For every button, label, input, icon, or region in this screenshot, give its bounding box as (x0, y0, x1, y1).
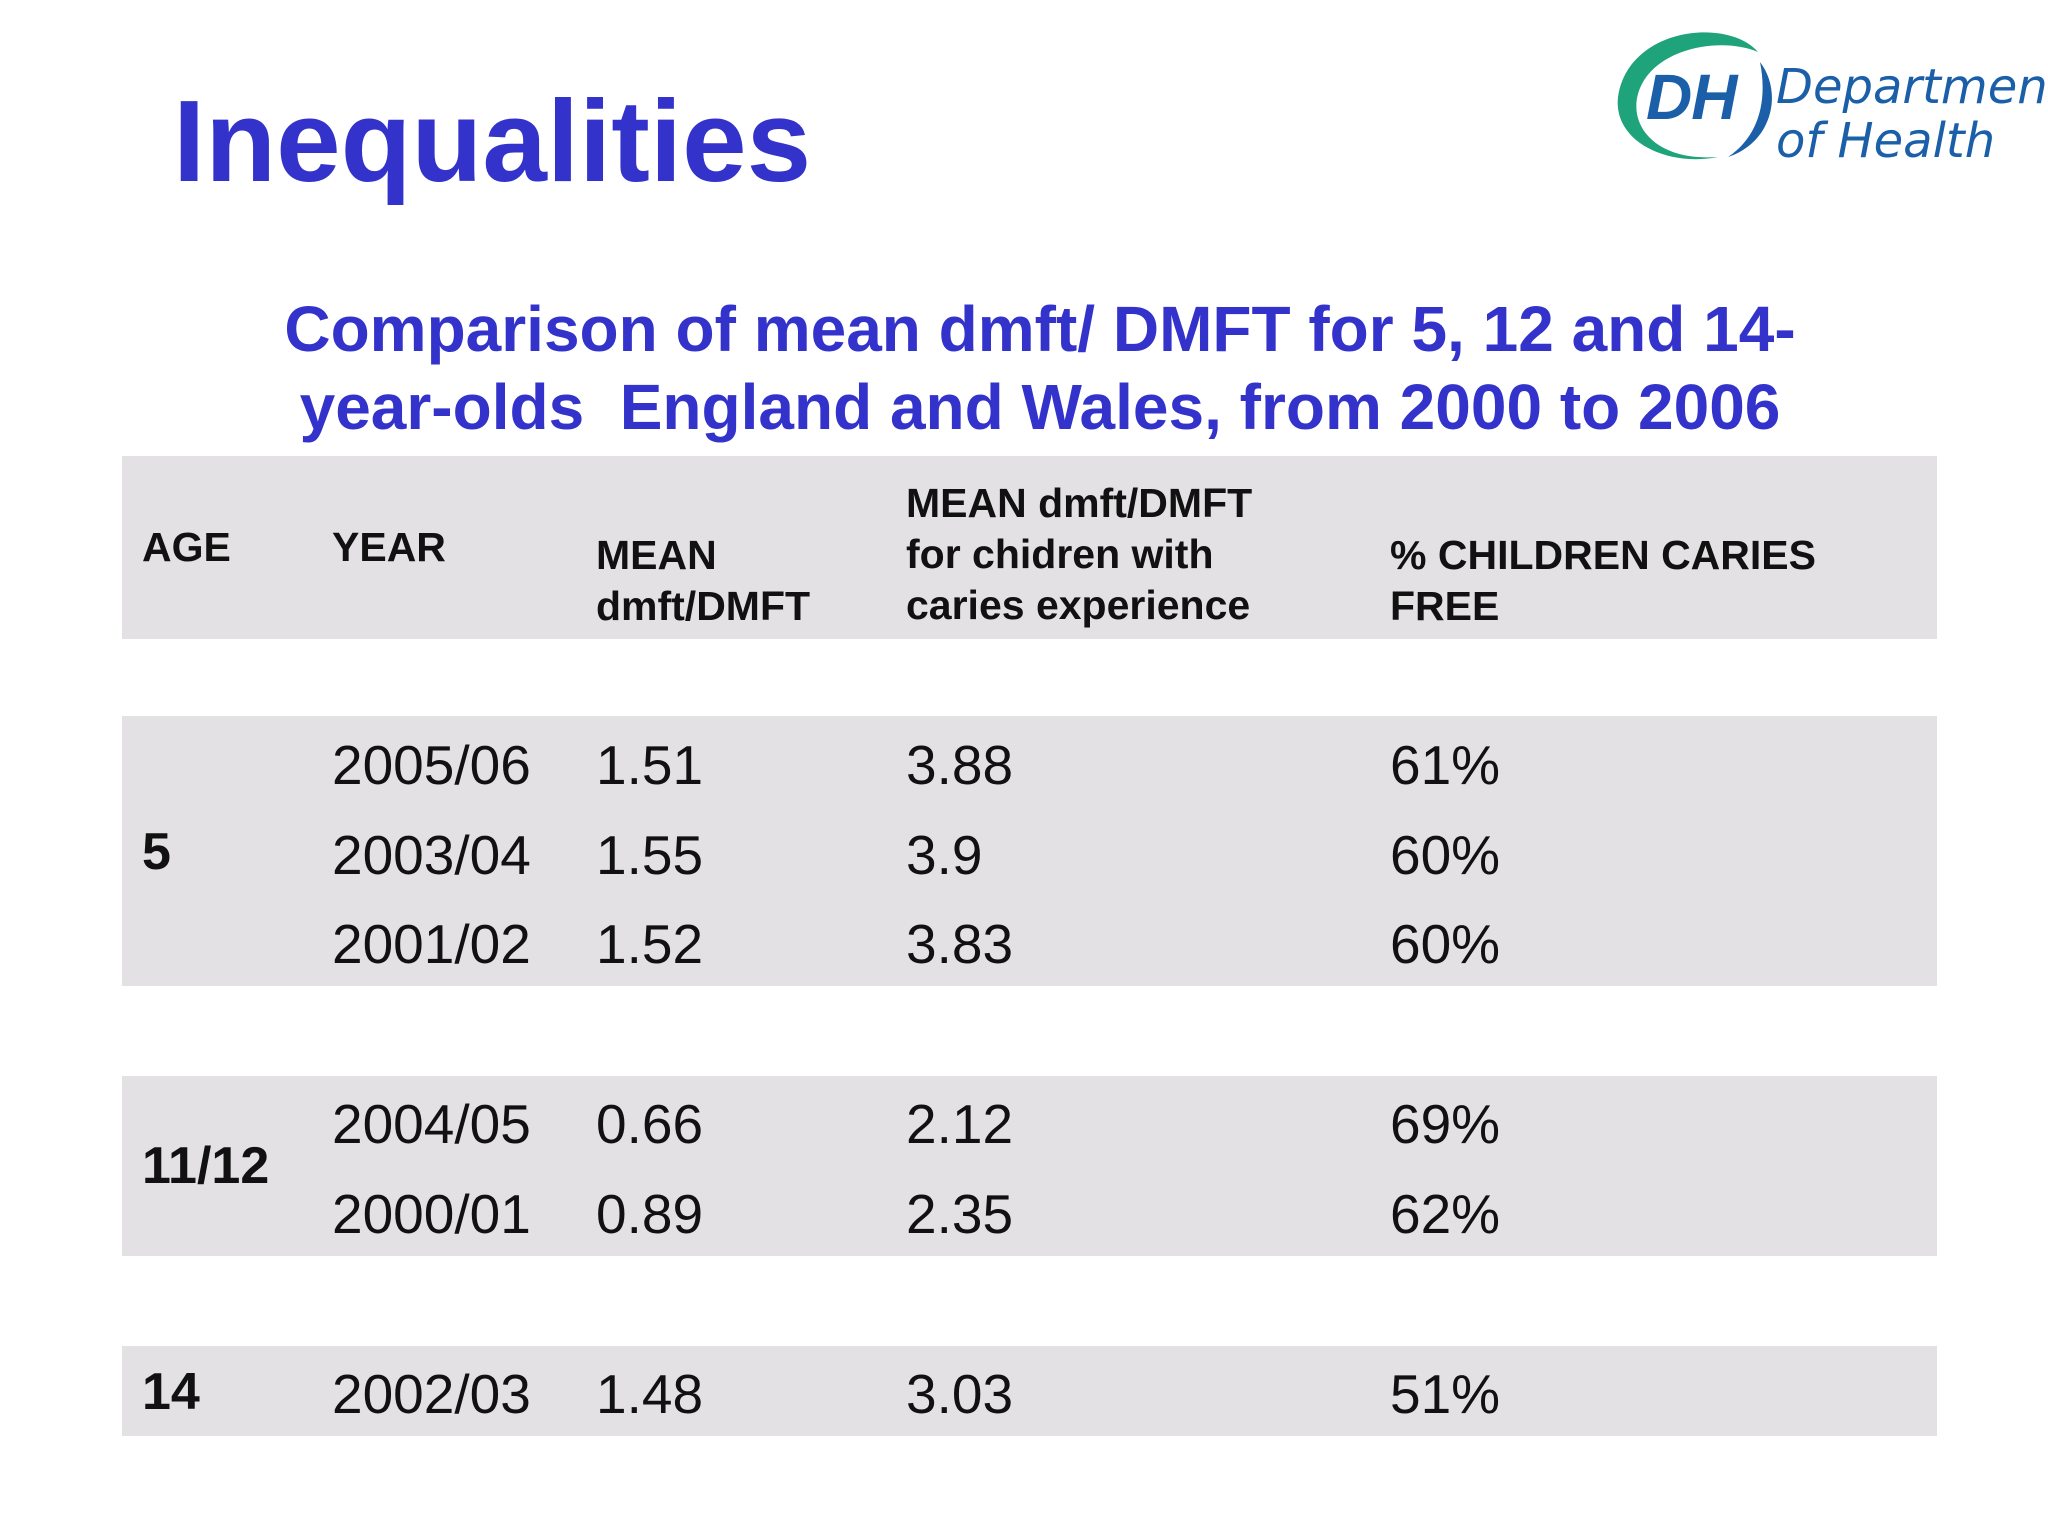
header-caries-free: % CHILDREN CARIES FREE (1390, 530, 1816, 632)
table-cell-caries: 3.9 (906, 824, 983, 886)
table-cell-caries: 3.03 (906, 1363, 1014, 1425)
group-age-label: 14 (142, 1363, 200, 1421)
table-cell-mean: 1.52 (596, 913, 704, 975)
table-cell-mean: 0.66 (596, 1093, 704, 1155)
group-age-label: 11/12 (142, 1137, 270, 1195)
table-cell-caries: 3.83 (906, 913, 1014, 975)
table-cell-free: 51% (1390, 1363, 1501, 1425)
table-cell-mean: 1.51 (596, 734, 704, 796)
header-free-line-2: FREE (1390, 583, 1500, 629)
logo-line-2: of Health (1776, 113, 1996, 169)
table-cell-free: 69% (1390, 1093, 1501, 1155)
header-free-line-1: % CHILDREN CARIES (1390, 532, 1816, 578)
header-mean-line-2: dmft/DMFT (596, 583, 811, 629)
table-group-age-5 (122, 716, 1937, 986)
header-age: AGE (142, 524, 231, 570)
table-cell-year: 2003/04 (332, 824, 531, 886)
header-caries-line-1: MEAN dmft/DMFT (906, 480, 1253, 526)
table-subtitle: Comparison of mean dmft/ DMFT for 5, 12 … (120, 290, 1960, 446)
table-cell-caries: 3.88 (906, 734, 1014, 796)
subtitle-line-1: Comparison of mean dmft/ DMFT for 5, 12 … (284, 293, 1796, 365)
header-mean: MEAN dmft/DMFT (596, 530, 810, 632)
table-cell-year: 2000/01 (332, 1183, 531, 1245)
table-cell-year: 2004/05 (332, 1093, 531, 1155)
logo-mark: DH (1646, 61, 1737, 133)
table-cell-free: 61% (1390, 734, 1501, 796)
logo-wordmark: Department of Health (1776, 60, 2048, 168)
header-caries-line-3: caries experience (906, 582, 1251, 628)
table-cell-mean: 1.55 (596, 824, 704, 886)
table-cell-year: 2002/03 (332, 1363, 531, 1425)
header-mean-line-1: MEAN (596, 532, 717, 578)
table-group-age-11-12 (122, 1076, 1937, 1256)
table-cell-year: 2001/02 (332, 913, 531, 975)
department-of-health-logo: DH Department of Health (1608, 22, 2048, 172)
header-caries-mean: MEAN dmft/DMFT for chidren with caries e… (906, 478, 1252, 631)
group-age-label: 5 (142, 823, 171, 881)
header-year: YEAR (332, 524, 446, 570)
subtitle-line-2: year-olds England and Wales, from 2000 t… (299, 371, 1781, 443)
table-cell-free: 60% (1390, 824, 1501, 886)
table-cell-year: 2005/06 (332, 734, 531, 796)
table-group-age-14 (122, 1346, 1937, 1436)
header-caries-line-2: for chidren with (906, 531, 1214, 577)
dh-swoosh-icon (1617, 32, 1772, 160)
table-header-band (122, 456, 1937, 639)
table-cell-mean: 0.89 (596, 1183, 704, 1245)
table-cell-caries: 2.12 (906, 1093, 1014, 1155)
table-cell-free: 62% (1390, 1183, 1501, 1245)
page-title: Inequalities (173, 76, 812, 206)
table-cell-caries: 2.35 (906, 1183, 1014, 1245)
table-cell-mean: 1.48 (596, 1363, 704, 1425)
table-cell-free: 60% (1390, 913, 1501, 975)
logo-line-1: Department (1776, 59, 2048, 115)
